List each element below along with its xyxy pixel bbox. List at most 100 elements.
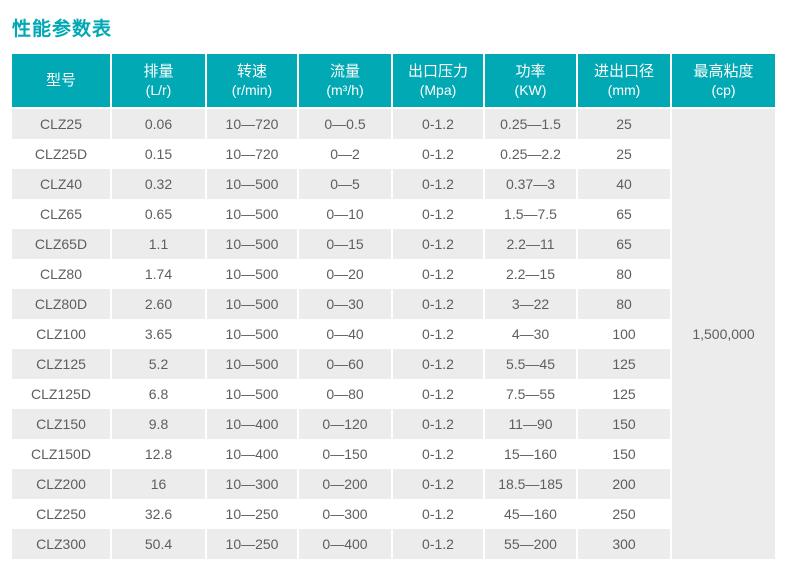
column-header: 排量 (L/r): [110, 54, 205, 109]
table-cell: 10—250: [205, 529, 297, 559]
table-cell: 0—300: [297, 499, 391, 529]
table-cell: 18.5—185: [483, 469, 576, 499]
table-cell: 10—250: [205, 499, 297, 529]
table-cell: 0.15: [110, 139, 205, 169]
table-cell: 0-1.2: [391, 109, 483, 139]
table-cell: CLZ40: [12, 169, 110, 199]
table-cell: 65: [576, 229, 670, 259]
table-cell: CLZ125D: [12, 379, 110, 409]
table-cell: 0—400: [297, 529, 391, 559]
table-cell: CLZ80: [12, 259, 110, 289]
table-cell: 0.06: [110, 109, 205, 139]
table-row: CLZ40 0.32 10—500 0—5 0-1.2 0.37—3 40: [12, 169, 775, 199]
table-row: CLZ25 0.06 10—720 0—0.5 0-1.2 0.25—1.5 25 1,500…: [12, 109, 775, 559]
table-cell: 10—500: [205, 289, 297, 319]
table-cell: 4—30: [483, 319, 576, 349]
table-cell: 10—300: [205, 469, 297, 499]
table-cell: 0—10: [297, 199, 391, 229]
table-cell: 10—400: [205, 439, 297, 469]
table-cell: 300: [576, 529, 670, 559]
table-row: CLZ65 0.65 10—500 0—10 0-1.2 1.5—7.5 65: [12, 199, 775, 229]
table-row: CLZ150D 12.8 10—400 0—150 0-1.2 15—160 150: [12, 439, 775, 469]
table-cell: 10—720: [205, 139, 297, 169]
table-cell: 65: [576, 199, 670, 229]
table-cell: 0-1.2: [391, 439, 483, 469]
table-cell: 10—500: [205, 379, 297, 409]
table-cell: CLZ125: [12, 349, 110, 379]
table-cell: 0—60: [297, 349, 391, 379]
table-cell: 0.32: [110, 169, 205, 199]
table-row: CLZ65D 1.1 10—500 0—15 0-1.2 2.2—11 65: [12, 229, 775, 259]
table-cell: 125: [576, 349, 670, 379]
table-cell: 3.65: [110, 319, 205, 349]
table-cell: 11—90: [483, 409, 576, 439]
table-cell: 80: [576, 259, 670, 289]
table-cell: CLZ100: [12, 319, 110, 349]
table-cell: 25: [576, 139, 670, 169]
table-cell: 3—22: [483, 289, 576, 319]
table-cell: 250: [576, 499, 670, 529]
table-row: CLZ250 32.6 10—250 0—300 0-1.2 45—160 250: [12, 499, 775, 529]
table-cell: 0-1.2: [391, 529, 483, 559]
table-cell: 0-1.2: [391, 169, 483, 199]
table-row: CLZ150 9.8 10—400 0—120 0-1.2 11—90 150: [12, 409, 775, 439]
table-cell: 0—150: [297, 439, 391, 469]
table-cell: CLZ150: [12, 409, 110, 439]
table-cell: 0—15: [297, 229, 391, 259]
performance-parameters-table: 型号 排量 (L/r) 转速 (r/min) 流量 (m³/h) 出口压力 (Mpa) 功率 (KW…: [12, 54, 775, 559]
table-cell: 15—160: [483, 439, 576, 469]
table-cell: 5.2: [110, 349, 205, 379]
table-cell: 50.4: [110, 529, 205, 559]
table-cell: 0.65: [110, 199, 205, 229]
table-cell: CLZ65: [12, 199, 110, 229]
table-cell: 10—500: [205, 199, 297, 229]
table-cell: 7.5—55: [483, 379, 576, 409]
table-cell: 0-1.2: [391, 499, 483, 529]
table-cell: 10—500: [205, 319, 297, 349]
table-row: CLZ300 50.4 10—250 0—400 0-1.2 55—200 300: [12, 529, 775, 559]
column-header: 功率 (KW): [483, 54, 576, 109]
table-cell: 6.8: [110, 379, 205, 409]
table-cell: 0-1.2: [391, 229, 483, 259]
table-cell: 40: [576, 169, 670, 199]
table-cell: 150: [576, 439, 670, 469]
table-cell: 0-1.2: [391, 289, 483, 319]
table-cell: 150: [576, 409, 670, 439]
table-cell: 12.8: [110, 439, 205, 469]
table-cell: CLZ200: [12, 469, 110, 499]
table-cell: 0—120: [297, 409, 391, 439]
table-cell: CLZ150D: [12, 439, 110, 469]
table-cell: CLZ25D: [12, 139, 110, 169]
table-row: CLZ100 3.65 10—500 0—40 0-1.2 4—30 100: [12, 319, 775, 349]
table-cell: 10—500: [205, 259, 297, 289]
table-cell: 0.25—1.5: [483, 109, 576, 139]
table-row: CLZ80D 2.60 10—500 0—30 0-1.2 3—22 80: [12, 289, 775, 319]
table-cell: 2.60: [110, 289, 205, 319]
table-cell: 0—200: [297, 469, 391, 499]
table-cell: 0-1.2: [391, 139, 483, 169]
table-cell: 0-1.2: [391, 349, 483, 379]
table-cell: 0-1.2: [391, 199, 483, 229]
table-cell: 0-1.2: [391, 409, 483, 439]
table-row: CLZ25D 0.15 10—720 0—2 0-1.2 0.25—2.2 25: [12, 139, 775, 169]
table-cell: CLZ80D: [12, 289, 110, 319]
column-header: 出口压力 (Mpa): [391, 54, 483, 109]
table-cell: 0—40: [297, 319, 391, 349]
table-cell: 1.5—7.5: [483, 199, 576, 229]
table-cell: 100: [576, 319, 670, 349]
table-cell: 2.2—15: [483, 259, 576, 289]
table-header: 型号 排量 (L/r) 转速 (r/min) 流量 (m³/h) 出口压力 (Mpa) 功率 (KW…: [12, 54, 775, 109]
table-cell: CLZ25: [12, 109, 110, 139]
column-header: 进出口径 (mm): [576, 54, 670, 109]
table-cell: 25: [576, 109, 670, 139]
table-cell: 200: [576, 469, 670, 499]
table-cell: 125: [576, 379, 670, 409]
table-cell: 45—160: [483, 499, 576, 529]
table-cell: 10—500: [205, 349, 297, 379]
table-cell: 0.37—3: [483, 169, 576, 199]
table-cell: 1.1: [110, 229, 205, 259]
table-cell: 2.2—11: [483, 229, 576, 259]
table-cell: 0—20: [297, 259, 391, 289]
table-cell: 0—30: [297, 289, 391, 319]
table-row: CLZ80 1.74 10—500 0—20 0-1.2 2.2—15 80: [12, 259, 775, 289]
